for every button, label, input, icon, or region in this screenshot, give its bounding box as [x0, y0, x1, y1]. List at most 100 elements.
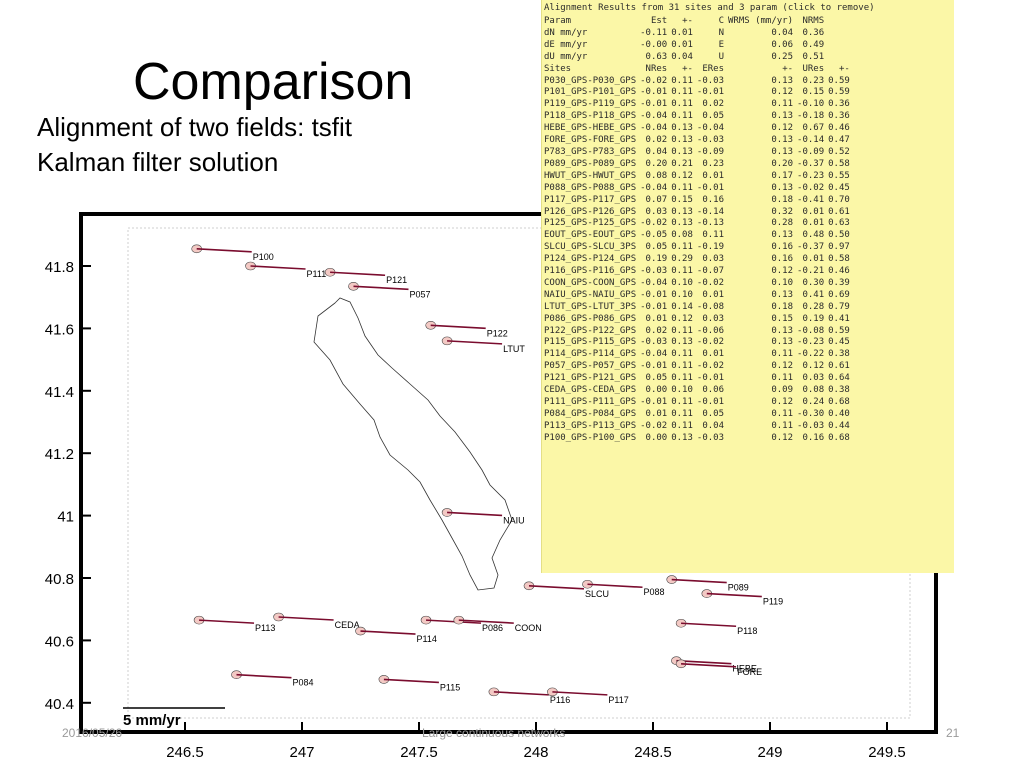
table-cell: -0.04: [640, 182, 668, 193]
table-cell: 0.03: [702, 313, 724, 324]
y-tick-label: 41.4: [45, 384, 74, 401]
table-cell: 0.16: [702, 194, 724, 205]
site-row[interactable]: P113_GPS-P113_GPS -0.02 0.11 0.04 0.11 -0.03 0…: [544, 421, 854, 433]
param-row[interactable]: dE mm/yr -0.00 0.01 E 0.06 0.49: [544, 40, 854, 52]
site-row[interactable]: P100_GPS-P100_GPS 0.00 0.13 -0.03 0.12 0.16 0.…: [544, 433, 854, 445]
table-cell: 0.16: [771, 242, 794, 253]
y-axis: 41.8 41.6 41.4 41.2 41 40.8 40.6 40.4: [45, 259, 91, 713]
site-row[interactable]: P118_GPS-P118_GPS -0.04 0.11 0.05 0.13 -0.18 0…: [544, 111, 854, 123]
table-cell: C: [718, 16, 724, 26]
site-vector: [552, 691, 608, 696]
table-cell: 0.02: [645, 135, 668, 146]
site-row[interactable]: EOUT_GPS-EOUT_GPS -0.05 0.08 0.11 0.13 0.48 0.…: [544, 230, 854, 242]
table-cell: ERes: [702, 63, 724, 74]
site-row[interactable]: P125_GPS-P125_GPS -0.02 0.13 -0.13 0.28 0.01 0…: [544, 218, 854, 230]
site-row[interactable]: FORE_GPS-FORE_GPS 0.02 0.13 -0.03 0.13 -0.14 0…: [544, 135, 854, 147]
site-row[interactable]: P111_GPS-P111_GPS -0.01 0.11 -0.01 0.12 0.24 0…: [544, 397, 854, 409]
table-cell: 0.13: [771, 337, 794, 348]
param-row[interactable]: dU mm/yr 0.63 0.04 U 0.25 0.51: [544, 52, 854, 64]
param-header-row[interactable]: Param Est +- C WRMS (mm/yr) NRMS: [544, 16, 854, 28]
table-cell: +-: [682, 63, 693, 74]
table-cell: 0.06: [702, 385, 724, 396]
table-cell: 0.11: [671, 373, 693, 384]
table-cell: 0.02: [645, 325, 668, 336]
site-row[interactable]: P116_GPS-P116_GPS -0.03 0.11 -0.07 0.12 -0.21…: [544, 266, 854, 278]
table-cell: 0.06: [771, 39, 794, 50]
site-row[interactable]: P089_GPS-P089_GPS 0.20 0.21 0.23 0.20 -0.37 0.…: [544, 159, 854, 171]
table-cell: 0.00: [645, 385, 668, 396]
table-cell: -0.09: [797, 146, 825, 157]
site-row[interactable]: P030_GPS-P030_GPS -0.02 0.11 -0.03 0.13 0.23 0…: [544, 76, 854, 88]
table-cell: 0.67: [802, 123, 825, 134]
table-cell: 0.46: [828, 123, 850, 134]
site-vector: [528, 585, 585, 590]
site-fore: FORE: [675, 659, 762, 677]
table-cell: 0.02: [702, 99, 724, 110]
table-cell: P124_GPS-P124_GPS: [544, 254, 637, 265]
param-row[interactable]: dN mm/yr -0.11 0.01 N 0.04 0.36: [544, 28, 854, 40]
table-cell: -0.03: [797, 420, 825, 431]
table-cell: 0.14: [671, 301, 693, 312]
table-cell: 0.12: [671, 313, 693, 324]
table-cell: -0.01: [640, 99, 668, 110]
site-row[interactable]: P115_GPS-P115_GPS -0.03 0.13 -0.02 0.13 -0.23…: [544, 337, 854, 349]
table-cell: 0.13: [771, 289, 794, 300]
alignment-results-panel[interactable]: Alignment Results from 31 sites and 3 pa…: [541, 0, 954, 573]
site-ltut: LTUT: [441, 336, 525, 354]
site-row[interactable]: COON_GPS-COON_GPS -0.04 0.10 -0.02 0.10 0.30 0…: [544, 278, 854, 290]
table-cell: 0.10: [671, 385, 693, 396]
site-row[interactable]: CEDA_GPS-CEDA_GPS 0.00 0.10 0.06 0.09 0.08 0.3…: [544, 385, 854, 397]
site-row[interactable]: LTUT_GPS-LTUT_3PS -0.01 0.14 -0.08 0.18 0.28 0…: [544, 302, 854, 314]
table-cell: 0.68: [828, 397, 850, 407]
table-cell: P126_GPS-P126_GPS: [544, 206, 637, 217]
site-vector: [196, 248, 252, 253]
site-row[interactable]: SLCU_GPS-SLCU_3PS 0.05 0.11 -0.19 0.16 -0.37 0…: [544, 242, 854, 254]
table-cell: 0.13: [671, 337, 693, 348]
table-cell: 0.55: [828, 170, 850, 181]
site-row[interactable]: NAIU_GPS-NAIU_GPS -0.01 0.10 0.01 0.13 0.41 0.…: [544, 290, 854, 302]
site-row[interactable]: P101_GPS-P101_GPS -0.01 0.11 -0.01 0.12 0.15 0…: [544, 87, 854, 99]
site-label: P057: [409, 289, 430, 299]
table-cell: 0.18: [771, 301, 794, 312]
table-cell: 0.01: [702, 170, 724, 181]
site-row[interactable]: HEBE_GPS-HEBE_GPS -0.04 0.13 -0.04 0.12 0.67 0…: [544, 123, 854, 135]
y-tick-label: 40.8: [45, 571, 74, 588]
site-row[interactable]: P084_GPS-P084_GPS 0.01 0.11 0.05 0.11 -0.30 0.…: [544, 409, 854, 421]
panel-header[interactable]: Alignment Results from 31 sites and 3 pa…: [544, 3, 875, 13]
site-row[interactable]: P783_GPS-P783_GPS 0.04 0.13 -0.09 0.13 -0.09 0…: [544, 147, 854, 159]
site-label: P117: [608, 695, 628, 705]
site-vector: [425, 619, 482, 624]
site-row[interactable]: P114_GPS-P114_GPS -0.04 0.11 0.01 0.11 -0.22 0…: [544, 349, 854, 361]
site-row[interactable]: P122_GPS-P122_GPS 0.02 0.11 -0.06 0.13 -0.08 0…: [544, 326, 854, 338]
site-row[interactable]: P121_GPS-P121_GPS 0.05 0.11 -0.01 0.11 0.03 0.…: [544, 373, 854, 385]
site-label: P122: [487, 328, 508, 338]
table-cell: 0.09: [771, 385, 794, 396]
table-cell: 0.13: [771, 182, 794, 193]
site-row[interactable]: P088_GPS-P088_GPS -0.04 0.11 -0.01 0.13 -0.02…: [544, 183, 854, 195]
site-row[interactable]: P119_GPS-P119_GPS -0.01 0.11 0.02 0.11 -0.10 0…: [544, 99, 854, 111]
site-row[interactable]: P126_GPS-P126_GPS 0.03 0.13 -0.14 0.32 0.01 0.…: [544, 207, 854, 219]
site-vector: [676, 659, 732, 665]
table-cell: 0.15: [671, 194, 693, 205]
table-cell: -0.23: [797, 337, 825, 348]
table-cell: NRes: [645, 63, 668, 74]
site-header-row[interactable]: Sites NRes +- ERes +- URes +-: [544, 64, 854, 76]
site-vector: [236, 673, 292, 679]
site-row[interactable]: P124_GPS-P124_GPS 0.19 0.29 0.03 0.16 0.01 0.5…: [544, 254, 854, 266]
site-row[interactable]: P117_GPS-P117_GPS 0.07 0.15 0.16 0.18 -0.41 0.…: [544, 195, 854, 207]
table-cell: +-: [782, 63, 794, 74]
table-cell: 0.36: [828, 99, 850, 110]
site-vector: [681, 663, 737, 668]
site-label: HEBE: [732, 664, 757, 674]
table-cell: -0.00: [640, 39, 668, 50]
site-p084: P084: [231, 670, 314, 688]
table-cell: 0.11: [771, 408, 794, 419]
site-label: P114: [417, 634, 437, 644]
site-row[interactable]: P057_GPS-P057_GPS -0.01 0.11 -0.02 0.12 0.12 0…: [544, 361, 854, 373]
table-cell: -0.02: [640, 420, 668, 431]
table-cell: -0.07: [696, 266, 724, 277]
site-row[interactable]: HWUT_GPS-HWUT_GPS 0.08 0.12 0.01 0.17 -0.23 0.…: [544, 171, 854, 183]
site-row[interactable]: P086_GPS-P086_GPS 0.01 0.12 0.03 0.15 0.19 0.4…: [544, 314, 854, 326]
table-cell: -0.04: [696, 123, 724, 134]
table-cell: P118_GPS-P118_GPS: [544, 111, 637, 122]
